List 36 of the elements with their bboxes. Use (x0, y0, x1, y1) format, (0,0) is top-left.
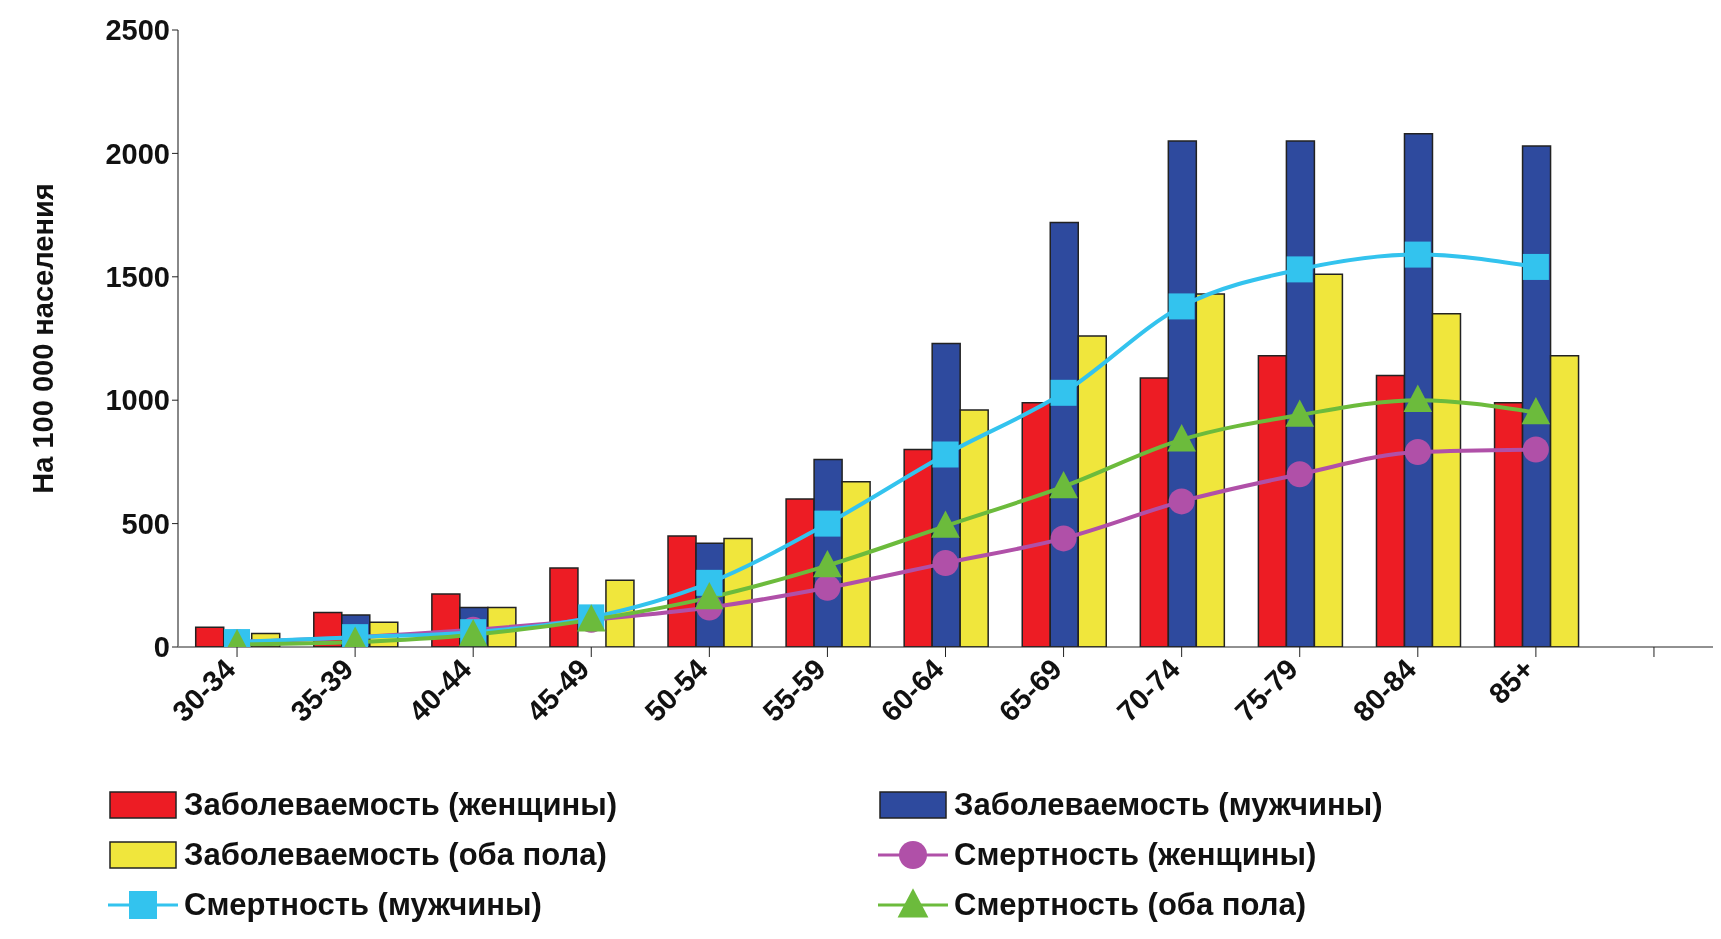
point (695, 582, 724, 610)
y-tick-label: 2500 (105, 14, 170, 47)
point (1403, 384, 1433, 412)
point (1286, 461, 1313, 488)
y-tick-label: 0 (153, 631, 170, 664)
legend-label: Смертность (женщины) (954, 837, 1317, 873)
legend-label: Смертность (мужчины) (184, 887, 542, 923)
y-tick-label: 1000 (105, 384, 170, 417)
point (1050, 525, 1077, 552)
point (1522, 253, 1549, 280)
point (1286, 256, 1313, 283)
legend-label: Заболеваемость (женщины) (184, 787, 617, 823)
point (1404, 439, 1431, 466)
point (1050, 379, 1077, 406)
point (1521, 396, 1551, 425)
point (932, 441, 959, 468)
y-tick-label: 1500 (105, 261, 170, 294)
point (1168, 488, 1195, 515)
point (932, 550, 959, 577)
point (814, 510, 841, 537)
point (931, 510, 960, 538)
point (1404, 241, 1431, 268)
point (1167, 424, 1196, 452)
legend-label: Заболеваемость (оба пола) (184, 837, 607, 873)
legend-label: Смертность (оба пола) (954, 887, 1307, 923)
point (1049, 470, 1078, 499)
point (814, 574, 841, 601)
x-tick-label: 85+ (1482, 652, 1541, 711)
point (1285, 399, 1315, 427)
y-tick-label: 500 (121, 507, 170, 540)
point (1522, 436, 1549, 463)
point (1168, 293, 1195, 320)
legend-label: Заболеваемость (мужчины) (954, 787, 1383, 823)
y-tick-label: 2000 (105, 137, 170, 170)
y-axis-title: На 100 000 населения (27, 183, 60, 494)
point (813, 549, 842, 578)
